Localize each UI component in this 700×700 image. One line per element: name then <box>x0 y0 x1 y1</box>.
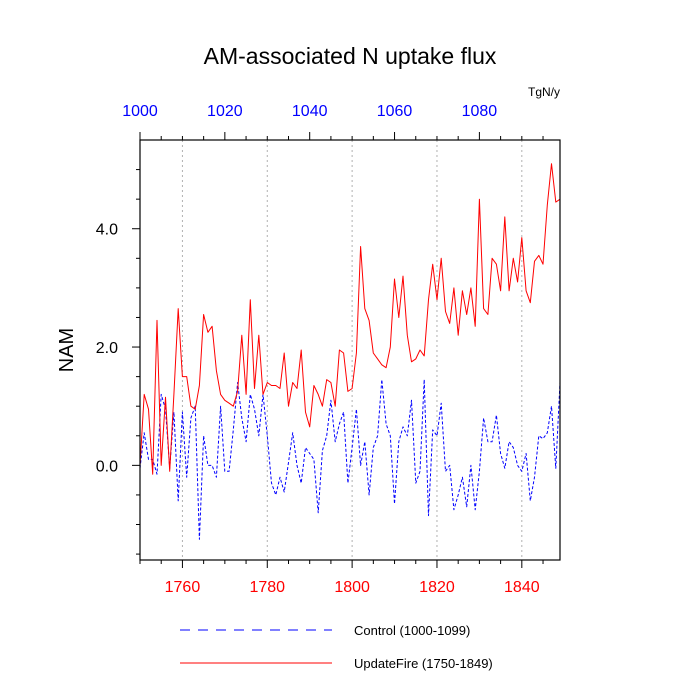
y-tick-label: 4.0 <box>96 222 118 239</box>
legend-label: UpdateFire (1750-1849) <box>354 656 493 671</box>
x-bottom-tick-label: 1800 <box>334 579 370 596</box>
x-top-tick-label: 1040 <box>292 103 328 120</box>
x-bottom-tick-label: 1760 <box>165 579 201 596</box>
series-group <box>139 163 561 540</box>
x-top-tick-label: 1080 <box>462 103 498 120</box>
y-tick-label: 2.0 <box>96 340 118 357</box>
axis-ticks <box>132 132 544 568</box>
grid-lines <box>181 140 523 560</box>
chart-title: AM-associated N uptake flux <box>204 43 497 69</box>
control-series-line <box>139 379 561 540</box>
plot-frame <box>139 139 561 561</box>
units-label: TgN/y <box>528 85 560 99</box>
x-top-tick-label: 1000 <box>122 103 158 120</box>
legend-label: Control (1000-1099) <box>354 623 470 638</box>
legend: Control (1000-1099) UpdateFire (1750-1849… <box>180 623 493 671</box>
x-bottom-tick-label: 1840 <box>504 579 540 596</box>
y-axis-label: NAM <box>56 328 78 372</box>
x-top-tick-label: 1020 <box>207 103 243 120</box>
x-bottom-tick-label: 1820 <box>419 579 455 596</box>
tick-labels: 1760 1780 1800 1820 1840 1000 1020 1040 1060 1080… <box>96 103 540 596</box>
updatefire-series-line <box>139 163 561 475</box>
x-top-tick-label: 1060 <box>377 103 413 120</box>
y-tick-label: 0.0 <box>96 458 118 475</box>
x-bottom-tick-label: 1780 <box>249 579 285 596</box>
